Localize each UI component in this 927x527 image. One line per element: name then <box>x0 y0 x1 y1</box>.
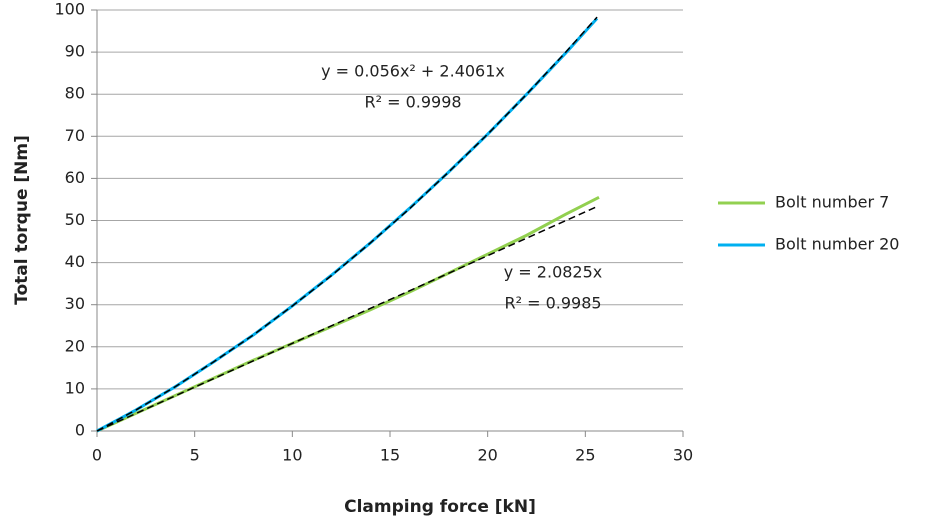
trendline-r2: R² = 0.9998 <box>364 93 461 112</box>
x-tick-label: 0 <box>92 446 102 465</box>
y-tick-label: 60 <box>65 168 85 187</box>
trendline-equation: y = 0.056x² + 2.4061x <box>321 62 505 81</box>
y-tick-label: 40 <box>65 252 85 271</box>
x-tick-label: 30 <box>673 446 693 465</box>
x-axis-title: Clamping force [kN] <box>344 497 536 517</box>
y-tick-label: 20 <box>65 336 85 355</box>
x-tick-label: 5 <box>190 446 200 465</box>
y-tick-label: 50 <box>65 210 85 229</box>
legend-label: Bolt number 20 <box>775 235 899 254</box>
series-line <box>96 196 600 433</box>
trendline-r2: R² = 0.9985 <box>504 294 601 313</box>
y-tick-label: 90 <box>65 42 85 61</box>
y-tick-label: 70 <box>65 126 85 145</box>
y-tick-label: 100 <box>54 0 85 19</box>
x-tick-label: 10 <box>282 446 302 465</box>
trendline <box>96 205 598 432</box>
x-tick-label: 25 <box>575 446 595 465</box>
trendline <box>96 16 598 432</box>
x-tick-label: 15 <box>380 446 400 465</box>
legend-label: Bolt number 7 <box>775 193 889 212</box>
y-axis-title: Total torque [Nm] <box>12 135 32 305</box>
trendline-equation: y = 2.0825x <box>504 263 603 282</box>
y-tick-label: 10 <box>65 378 85 397</box>
x-tick-label: 20 <box>477 446 497 465</box>
y-tick-label: 30 <box>65 294 85 313</box>
y-tick-label: 80 <box>65 84 85 103</box>
y-tick-label: 0 <box>75 421 85 440</box>
